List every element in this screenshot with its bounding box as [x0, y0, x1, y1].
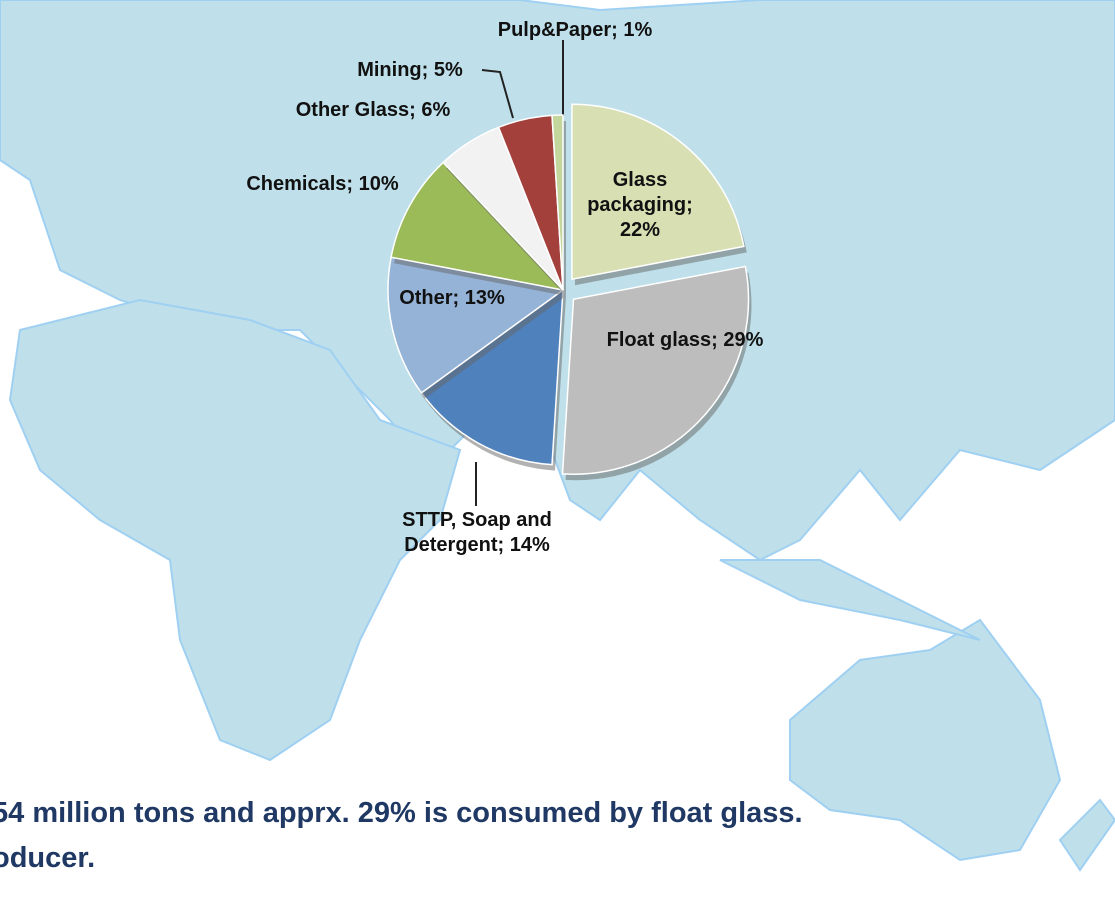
pie-slice [571, 103, 745, 281]
data-label: Chemicals; 10% [246, 173, 399, 195]
data-label: STTP, Soap and Detergent; 14% [402, 509, 552, 556]
data-label: Other Glass; 6% [295, 99, 451, 121]
pie-slice [551, 114, 564, 291]
pie-slice [390, 161, 566, 292]
data-label: Other; 13% [399, 287, 505, 309]
pie-slice [387, 256, 565, 394]
data-label: Pulp&Paper; 1% [497, 19, 653, 41]
footer-text: oducer. [0, 842, 96, 874]
data-label: Glass packaging; 22% [587, 169, 693, 241]
pie-slice [561, 265, 750, 476]
leader-line [481, 69, 514, 119]
data-label: Mining; 5% [357, 59, 463, 81]
footer-text: 54 million tons and apprx. 29% is consum… [0, 797, 803, 829]
pie-slice [420, 288, 564, 466]
data-label: Float glass; 29% [606, 329, 764, 351]
leader-lines [475, 40, 564, 506]
